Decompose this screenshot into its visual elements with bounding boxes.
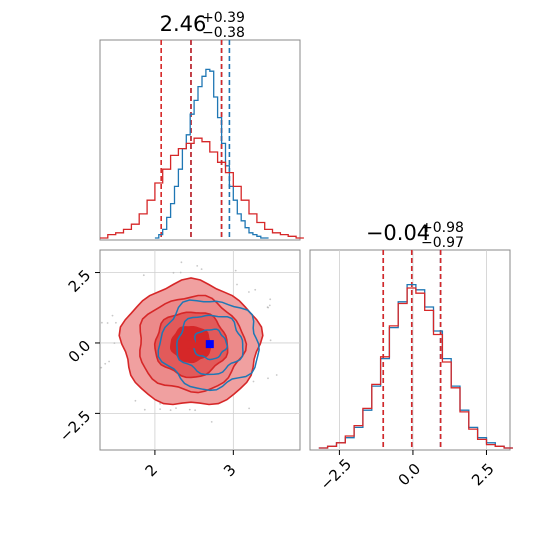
joint-blue-contour (157, 299, 260, 392)
joint-sample-point (210, 421, 213, 423)
hist-right-frame (309, 249, 511, 451)
joint-sample-point (169, 409, 172, 411)
joint-xtick-label: 3 (220, 461, 239, 480)
joint-sample-point (108, 360, 110, 363)
hist-right-xtick-label: 2.5 (468, 460, 498, 490)
joint-sample-point (159, 408, 162, 410)
hist-top-title-value: 2.46 (160, 12, 207, 36)
hist-right-title-value: −0.04 (366, 221, 430, 245)
joint-sample-point (111, 314, 114, 317)
joint-sample-point (200, 268, 203, 270)
joint-sample-point (175, 407, 177, 409)
hist-right-xtick-label: −2.5 (317, 455, 355, 493)
joint-sample-point (236, 283, 238, 286)
joint-sample-point (194, 409, 197, 412)
joint-blue-contour (176, 314, 244, 376)
joint-sample-point (115, 321, 117, 324)
joint-sample-point (269, 339, 272, 342)
joint-sample-point (134, 399, 137, 402)
joint-sample-point (196, 265, 199, 267)
joint-sample-point (113, 342, 116, 344)
joint-sample-point (275, 374, 278, 376)
hist-right-title-lower: −0.97 (421, 235, 464, 251)
hist-top-blue-series (154, 68, 269, 239)
hist-top-frame (99, 39, 301, 241)
joint-sample-point (248, 291, 250, 293)
hist-top-title-upper: +0.39 (202, 10, 245, 26)
joint-ytick-label: −2.5 (56, 407, 94, 445)
joint-sample-point (101, 321, 103, 324)
joint-sample-point (268, 304, 271, 307)
hist-right-panel: −2.5 0.0 2.5 −0.04 +0.98 −0.97 (309, 220, 513, 494)
joint-sample-point (252, 380, 255, 383)
joint-panel: 2 3 −2.5 0.0 2.5 (56, 249, 301, 480)
joint-ytick-label: 2.5 (65, 266, 95, 296)
joint-sample-point (104, 362, 107, 365)
joint-sample-point (267, 377, 269, 380)
joint-xtick-label: 2 (142, 461, 161, 480)
joint-sample-point (179, 271, 182, 274)
joint-truth-marker (205, 340, 214, 349)
joint-sample-point (180, 261, 183, 264)
hist-right-title-upper: +0.98 (421, 220, 464, 236)
joint-sample-point (106, 322, 109, 324)
joint-sample-point (248, 407, 251, 410)
joint-sample-point (267, 306, 269, 309)
hist-top-red-series (100, 137, 304, 239)
joint-sample-point (172, 271, 175, 274)
hist-top-title-lower: −0.38 (202, 25, 245, 41)
joint-sample-point (100, 366, 103, 369)
joint-sample-point (143, 408, 146, 411)
joint-ytick-label: 0.0 (65, 337, 95, 367)
hist-right-xtick-label: 0.0 (395, 460, 425, 490)
hist-top-panel: 2.46 +0.39 −0.38 (99, 10, 304, 241)
joint-sample-point (269, 298, 272, 301)
joint-sample-point (254, 288, 257, 291)
hist-right-red-series (318, 287, 513, 449)
joint-sample-point (142, 274, 145, 277)
joint-sample-point (234, 269, 237, 272)
joint-sample-point (159, 402, 162, 405)
joint-sample-point (188, 408, 191, 411)
joint-truth-marker (187, 340, 195, 349)
